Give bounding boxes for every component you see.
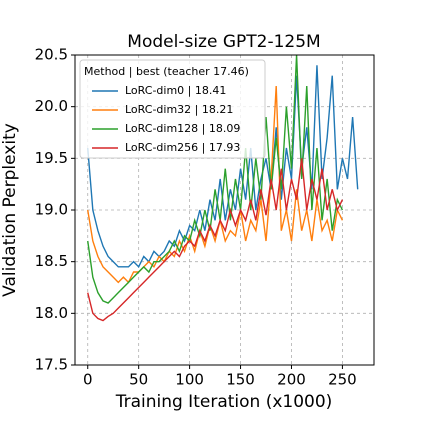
x-tick-label: 100 bbox=[175, 371, 204, 389]
legend-label: LoRC-dim256 | 17.93 bbox=[125, 141, 240, 154]
legend-title: Method | best (teacher 17.46) bbox=[84, 65, 249, 78]
x-tick-label: 50 bbox=[129, 371, 148, 389]
y-axis-label: Validation Perplexity bbox=[0, 123, 20, 297]
plot-frame bbox=[74, 54, 375, 366]
x-tick-label: 200 bbox=[277, 371, 306, 389]
y-tick-label: 17.5 bbox=[35, 356, 68, 374]
legend-label: LoRC-dim32 | 18.21 bbox=[125, 103, 233, 116]
x-tick-label: 0 bbox=[83, 371, 93, 389]
chart-title: Model-size GPT2-125M bbox=[127, 32, 320, 52]
legend-label: LoRC-dim128 | 18.09 bbox=[125, 122, 240, 135]
data-line bbox=[87, 158, 344, 322]
y-tick-label: 19.5 bbox=[35, 149, 68, 167]
y-tick-label: 20.0 bbox=[35, 97, 68, 115]
plot-area bbox=[87, 55, 359, 322]
x-axis-label: Training Iteration (x1000) bbox=[115, 392, 333, 412]
data-line bbox=[87, 85, 344, 284]
x-tick-label: 250 bbox=[328, 371, 357, 389]
x-tick-label: 150 bbox=[226, 371, 255, 389]
data-line bbox=[87, 55, 344, 304]
legend-label: LoRC-dim0 | 18.41 bbox=[125, 84, 226, 97]
y-tick-label: 18.5 bbox=[35, 252, 68, 270]
y-tick-label: 18.0 bbox=[35, 304, 68, 322]
y-tick-label: 20.5 bbox=[35, 46, 68, 64]
y-tick-label: 19.0 bbox=[35, 201, 68, 219]
legend-box bbox=[79, 59, 266, 159]
